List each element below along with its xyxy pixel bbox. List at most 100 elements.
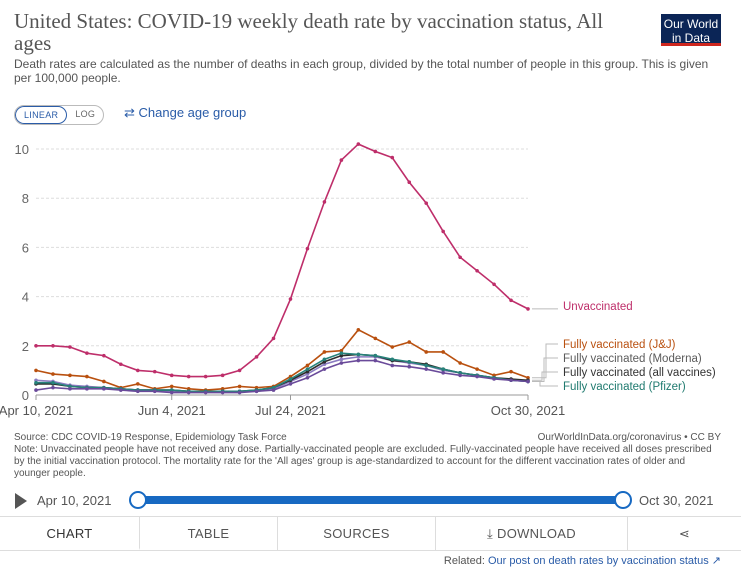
data-point (356, 355, 361, 359)
data-point (51, 372, 55, 376)
data-point (135, 382, 140, 386)
data-point (356, 352, 361, 357)
data-point (373, 336, 378, 341)
data-point (220, 373, 225, 378)
data-point (424, 201, 429, 205)
data-point (169, 373, 174, 378)
data-point (169, 384, 174, 389)
data-point (254, 355, 259, 359)
legend-connector (532, 380, 558, 387)
scale-toggle[interactable]: LINEAR LOG (14, 105, 105, 125)
legend-connector (532, 371, 558, 381)
tab-chart[interactable]: CHART (0, 517, 140, 550)
timeline[interactable]: Apr 10, 2021 Oct 30, 2021 (0, 490, 741, 512)
data-point (271, 388, 276, 392)
x-tick-label: Jul 24, 2021 (255, 403, 326, 418)
data-point (305, 375, 310, 380)
related-link[interactable]: Our post on death rates by vaccination s… (487, 555, 709, 567)
data-point (509, 298, 513, 303)
data-point (373, 353, 378, 358)
data-point (407, 364, 412, 369)
data-point (526, 379, 530, 384)
data-point (356, 358, 361, 363)
data-point (339, 357, 344, 362)
data-point (373, 358, 378, 363)
data-point (68, 384, 72, 389)
data-point (288, 382, 293, 386)
change-age-group-link[interactable]: ⇄ Change age group (124, 105, 246, 121)
data-point (424, 363, 429, 368)
y-tick-label: 4 (22, 290, 29, 305)
timeline-start-handle[interactable] (129, 491, 147, 509)
data-point (305, 369, 310, 374)
data-point (34, 368, 38, 373)
data-point (492, 282, 496, 287)
data-point (509, 378, 513, 383)
data-point (441, 350, 445, 354)
tab-share[interactable]: ⋖ (628, 517, 741, 550)
data-point (322, 367, 327, 371)
data-point (390, 345, 395, 349)
data-point (68, 345, 72, 349)
data-point (441, 229, 445, 234)
swap-arrows-icon: ⇄ (124, 105, 135, 120)
data-point (441, 371, 445, 375)
data-point (322, 359, 327, 364)
reference-text[interactable]: OurWorldInData.org/coronavirus • CC BY (537, 432, 721, 443)
note-text: Note: Unvaccinated people have not recei… (14, 444, 712, 479)
timeline-end-handle[interactable] (614, 491, 632, 509)
data-point (271, 385, 276, 390)
data-point (288, 377, 293, 381)
source-text: Source: CDC COVID-19 Response, Epidemiol… (14, 432, 287, 443)
data-point (203, 374, 208, 379)
data-point (220, 387, 225, 391)
data-point (51, 344, 55, 348)
x-tick-label: Apr 10, 2021 (0, 403, 73, 418)
data-point (339, 353, 344, 358)
data-point (85, 387, 89, 391)
related-prefix: Related: (443, 555, 485, 567)
y-tick-label: 8 (22, 191, 29, 206)
data-point (288, 297, 293, 301)
data-point (458, 371, 462, 375)
owid-logo[interactable]: Our World in Data (661, 14, 721, 46)
series-line (36, 352, 529, 393)
data-point (135, 368, 140, 373)
data-point (254, 389, 259, 394)
data-point (135, 389, 140, 394)
data-point (322, 200, 327, 204)
legend-label: Fully vaccinated (Pfizer) (563, 381, 686, 393)
data-point (305, 372, 310, 376)
tab-sources[interactable]: SOURCES (278, 517, 436, 550)
related-link-row: Related: Our post on death rates by vacc… (444, 554, 721, 567)
data-point (424, 367, 429, 371)
data-point (356, 328, 361, 332)
data-point (356, 142, 361, 146)
data-point (34, 344, 38, 348)
data-point (526, 307, 530, 311)
data-point (390, 155, 395, 160)
data-point (169, 388, 174, 392)
data-point (424, 350, 429, 354)
data-point (102, 379, 106, 384)
share-icon: ⋖ (678, 526, 691, 541)
data-point (68, 373, 72, 378)
data-point (186, 374, 191, 379)
download-icon: ⤓ (487, 526, 494, 541)
timeline-end-label: Oct 30, 2021 (639, 493, 714, 508)
line-chart: 0 2 4 6 8 10 Apr 10, 2021 Jun 4, 2021 Jul 24, 20… (0, 142, 716, 418)
play-icon[interactable] (15, 493, 27, 509)
linear-button[interactable]: LINEAR (15, 106, 68, 124)
data-point (407, 180, 412, 185)
data-point (322, 357, 327, 362)
data-point (390, 363, 395, 368)
tab-table[interactable]: TABLE (140, 517, 278, 550)
timeline-track[interactable] (136, 496, 622, 504)
tab-download[interactable]: ⤓ DOWNLOAD (436, 517, 628, 550)
data-point (186, 390, 191, 395)
log-button[interactable]: LOG (75, 109, 96, 119)
legend-label: Unvaccinated (563, 301, 633, 313)
tab-bar: CHART TABLE SOURCES ⤓ DOWNLOAD ⋖ (0, 516, 741, 551)
data-point (237, 368, 242, 373)
data-point (339, 351, 344, 355)
